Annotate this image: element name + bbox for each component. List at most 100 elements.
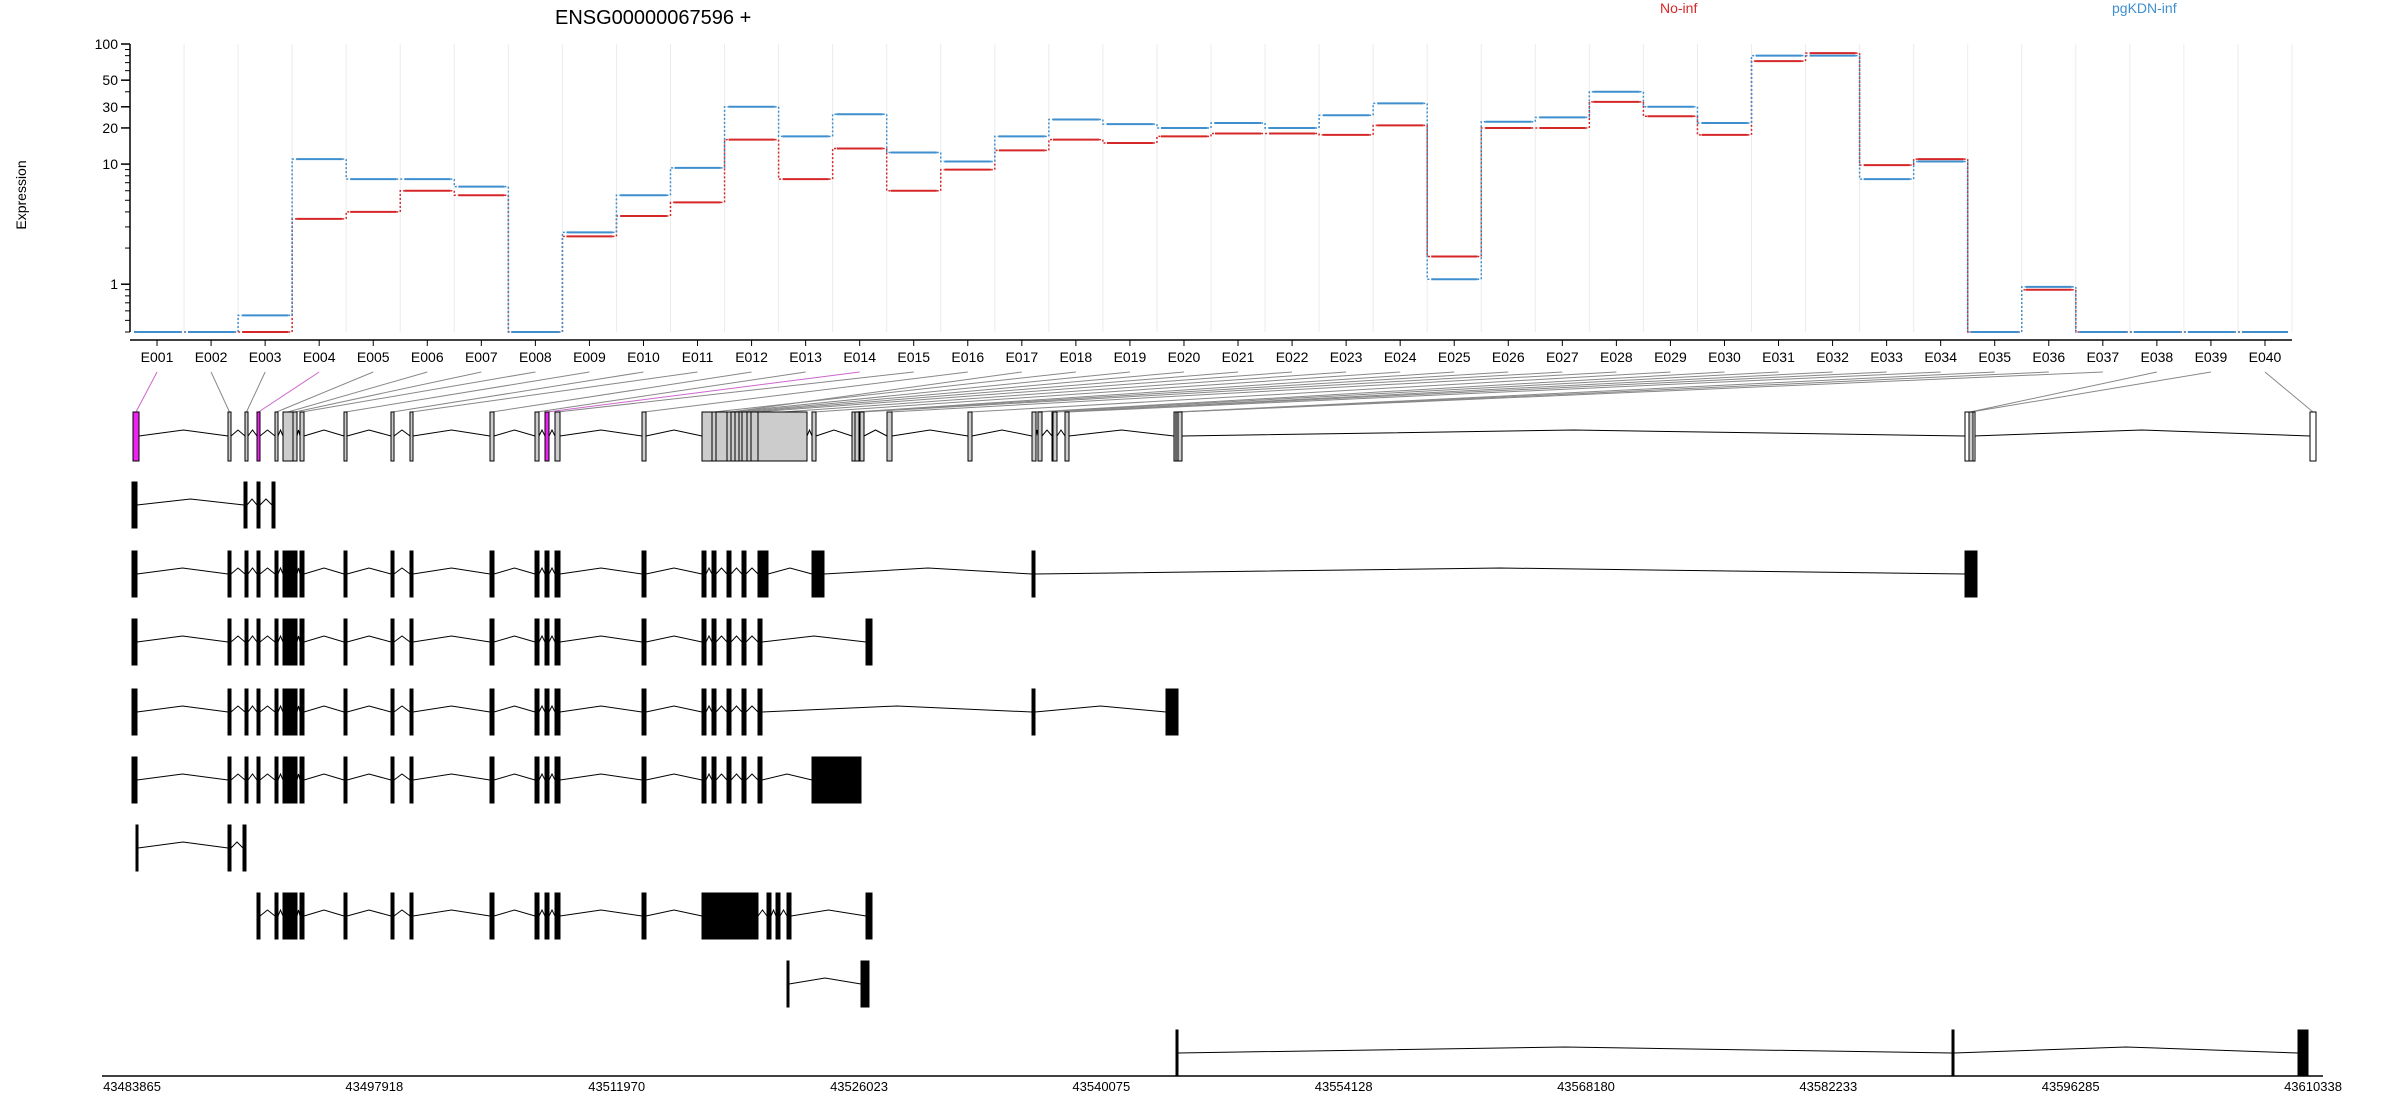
- transcript-exon: [701, 756, 707, 804]
- transcript-exon: [766, 892, 772, 940]
- transcript-intron: [538, 704, 546, 713]
- exon-E002: [227, 411, 232, 462]
- transcript-track: [131, 688, 1179, 736]
- coordinate-tick-label: 43568180: [1557, 1079, 1615, 1094]
- exon-E029: [967, 411, 973, 462]
- transcript-intron: [538, 566, 546, 575]
- transcript-exon: [292, 688, 298, 736]
- intron: [1068, 429, 1175, 437]
- transcript-exon: [299, 756, 305, 804]
- series-connector: [1369, 124, 1378, 136]
- transcript-intron: [493, 567, 536, 575]
- transcript-intron: [277, 634, 284, 643]
- transcript-exon: [343, 688, 348, 736]
- exon-connector: [1970, 371, 2212, 413]
- transcript-intron: [757, 909, 768, 917]
- transcript-exon: [534, 550, 540, 598]
- transcript-exon: [244, 688, 249, 736]
- series-connector: [1909, 160, 1918, 180]
- exon-E015: [554, 411, 561, 462]
- x-tick-label: E014: [843, 349, 876, 365]
- series-connector: [1585, 91, 1594, 119]
- series-connector: [1693, 106, 1702, 124]
- exon-E007: [292, 411, 298, 462]
- x-tick-label: E005: [357, 349, 390, 365]
- transcript-exon: [544, 618, 550, 666]
- transcript-intron: [303, 909, 345, 917]
- y-tick-label: 30: [102, 99, 118, 115]
- transcript-exon: [244, 550, 249, 598]
- transcript-exon: [711, 688, 717, 736]
- series-connector: [1855, 54, 1864, 180]
- transcript-exon: [1964, 550, 1978, 598]
- series-connector: [720, 106, 729, 169]
- transcript-exon: [786, 892, 792, 940]
- transcript-intron: [548, 908, 556, 917]
- x-tick-label: E013: [789, 349, 822, 365]
- intron: [138, 429, 229, 437]
- transcript-intron: [705, 704, 713, 713]
- transcript-intron: [538, 908, 546, 917]
- x-tick-label: E033: [1870, 349, 1903, 365]
- transcript-exon: [282, 618, 294, 666]
- exon-connector: [258, 371, 320, 413]
- x-tick-label: E026: [1492, 349, 1525, 365]
- transcript-intron: [230, 841, 244, 849]
- transcript-intron: [246, 498, 258, 506]
- x-tick-label: E029: [1654, 349, 1687, 365]
- transcript-exon: [489, 688, 495, 736]
- transcript-intron: [645, 635, 703, 643]
- transcript-intron: [259, 498, 273, 506]
- transcript-exon: [131, 688, 138, 736]
- series-connector: [612, 194, 621, 234]
- transcript-intron: [412, 635, 491, 643]
- exon-connector: [889, 371, 1617, 413]
- exon-E037: [1177, 411, 1183, 462]
- x-tick-label: E039: [2195, 349, 2228, 365]
- transcript-exon: [271, 481, 276, 529]
- transcript-intron: [745, 567, 759, 575]
- transcript-exon: [274, 618, 279, 666]
- intron: [493, 429, 536, 437]
- series-connector: [1044, 138, 1053, 152]
- coordinate-tick-label: 43511970: [588, 1079, 645, 1094]
- series-connector: [1207, 122, 1215, 129]
- transcript-intron: [761, 635, 867, 643]
- transcript-track: [1175, 1029, 2309, 1077]
- transcript-track: [256, 892, 873, 940]
- series-connector: [1963, 160, 1972, 333]
- transcript-exon: [860, 960, 870, 1008]
- exon-connector: [854, 371, 1455, 413]
- series-connector: [1963, 158, 1972, 333]
- exon-connector: [491, 371, 752, 413]
- transcript-exon: [131, 481, 138, 529]
- transcript-exon: [292, 756, 298, 804]
- series-connector: [558, 231, 567, 333]
- transcript-intron: [715, 635, 728, 643]
- transcript-exon: [256, 892, 261, 940]
- transcript-intron: [393, 705, 411, 713]
- transcript-intron: [548, 566, 556, 575]
- transcript-exon: [390, 892, 395, 940]
- transcript-tracks: [131, 481, 2309, 1077]
- series-connector: [1693, 115, 1702, 136]
- series-connector: [666, 167, 675, 197]
- transcript-intron: [259, 773, 276, 781]
- transcript-intron: [761, 705, 1033, 713]
- transcript-exon: [1951, 1029, 1955, 1077]
- transcript-exon: [554, 618, 561, 666]
- transcript-intron: [393, 909, 411, 917]
- transcript-exon: [131, 550, 138, 598]
- x-tick-label: E009: [573, 349, 606, 365]
- transcript-exon: [775, 892, 781, 940]
- transcript-exon: [757, 688, 763, 736]
- exon-connector: [856, 371, 1509, 413]
- series-connector: [1315, 114, 1324, 129]
- series-connector: [1315, 132, 1324, 136]
- exon-E034: [1064, 411, 1070, 462]
- series-connector: [504, 185, 513, 333]
- transcript-intron: [230, 567, 246, 575]
- intron: [412, 429, 491, 437]
- transcript-intron: [779, 909, 788, 917]
- transcript-intron: [346, 705, 392, 713]
